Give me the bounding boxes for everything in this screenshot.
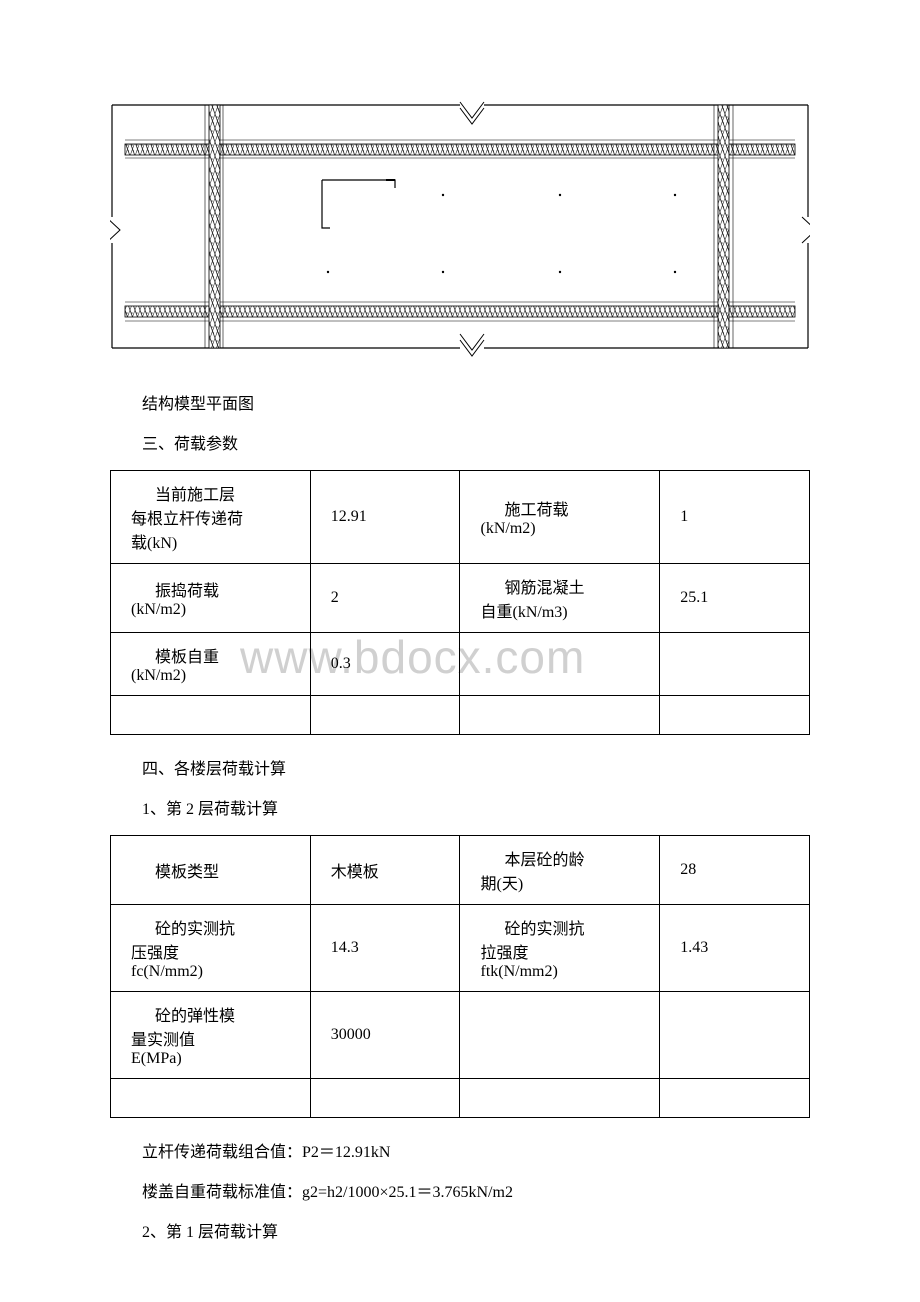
param-label (460, 1079, 660, 1118)
param-value (310, 1079, 460, 1118)
table-row: 当前施工层每根立杆传递荷载(kN)12.91施工荷载(kN/m2)1 (111, 471, 810, 564)
param-label: 砼的弹性模量实测值E(MPa) (111, 992, 311, 1079)
param-value (660, 992, 810, 1079)
param-value: 木模板 (310, 836, 460, 905)
param-label: 模板类型 (111, 836, 311, 905)
section-4-heading: 四、各楼层荷载计算 (142, 755, 810, 779)
param-value (660, 633, 810, 696)
table-row: 模板类型木模板本层砼的龄期(天)28 (111, 836, 810, 905)
formula-g2: 楼盖自重荷载标准值：g2=h2/1000×25.1＝3.765kN/m2 (142, 1178, 810, 1202)
param-label (111, 696, 311, 735)
table-row: 砼的实测抗压强度fc(N/mm2)14.3砼的实测抗拉强度ftk(N/mm2)1… (111, 905, 810, 992)
section-4-sub2: 2、第 1 层荷载计算 (142, 1218, 810, 1242)
param-value: 28 (660, 836, 810, 905)
param-value (660, 696, 810, 735)
param-value: 25.1 (660, 564, 810, 633)
param-label: 砼的实测抗压强度fc(N/mm2) (111, 905, 311, 992)
param-value (660, 1079, 810, 1118)
param-label (111, 1079, 311, 1118)
param-label: 当前施工层每根立杆传递荷载(kN) (111, 471, 311, 564)
load-parameters-table: 当前施工层每根立杆传递荷载(kN)12.91施工荷载(kN/m2)1振捣荷载(k… (110, 470, 810, 735)
table-row (111, 696, 810, 735)
param-label: 施工荷载(kN/m2) (460, 471, 660, 564)
param-label: 本层砼的龄期(天) (460, 836, 660, 905)
param-value: 30000 (310, 992, 460, 1079)
table-row: 模板自重(kN/m2)0.3 (111, 633, 810, 696)
table-row: 砼的弹性模量实测值E(MPa)30000 (111, 992, 810, 1079)
table-row: 振捣荷载(kN/m2)2钢筋混凝土自重(kN/m3)25.1 (111, 564, 810, 633)
param-value: 14.3 (310, 905, 460, 992)
plan-svg (110, 100, 810, 360)
param-label (460, 633, 660, 696)
param-value (310, 696, 460, 735)
param-label: 振捣荷载(kN/m2) (111, 564, 311, 633)
formula-p2: 立杆传递荷载组合值：P2＝12.91kN (142, 1138, 810, 1162)
section-4-sub1: 1、第 2 层荷载计算 (142, 795, 810, 819)
param-value: 12.91 (310, 471, 460, 564)
param-label (460, 992, 660, 1079)
table-row (111, 1079, 810, 1118)
param-value: 2 (310, 564, 460, 633)
param-label: 钢筋混凝土自重(kN/m3) (460, 564, 660, 633)
param-label: 模板自重(kN/m2) (111, 633, 311, 696)
param-label (460, 696, 660, 735)
floor2-load-table: 模板类型木模板本层砼的龄期(天)28砼的实测抗压强度fc(N/mm2)14.3砼… (110, 835, 810, 1118)
param-value: 1.43 (660, 905, 810, 992)
diagram-caption: 结构模型平面图 (142, 390, 810, 414)
section-3-heading: 三、荷载参数 (142, 430, 810, 454)
structural-plan-diagram (110, 100, 810, 360)
param-label: 砼的实测抗拉强度ftk(N/mm2) (460, 905, 660, 992)
param-value: 1 (660, 471, 810, 564)
param-value: 0.3 (310, 633, 460, 696)
